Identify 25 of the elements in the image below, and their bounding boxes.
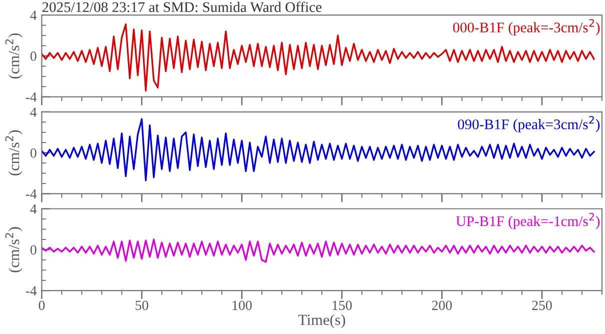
series-label: 090-B1F (peak=3cm/s$^{2}$): [458, 116, 600, 132]
series-label: 000-B1F (peak=-3cm/s$^{2}$): [453, 19, 600, 36]
y-axis-title: (cm/s$^{2}$): [5, 227, 22, 272]
y-tick-label: 0: [30, 245, 36, 255]
y-axis-title: (cm/s$^{2}$): [5, 130, 22, 176]
x-tick-label: 150: [332, 300, 352, 310]
line-series: [42, 238, 595, 263]
x-tick-label: 0: [38, 300, 45, 310]
x-axis-title: Time(s): [298, 314, 346, 328]
x-tick-label: 250: [532, 300, 552, 310]
y-tick-label: -4: [26, 286, 37, 296]
chart-title: 2025/12/08 23:17 at SMD: Sumida Ward Office: [42, 2, 322, 12]
y-tick-label: 4: [30, 108, 37, 117]
x-tick-label: 50: [136, 300, 148, 310]
y-axis-title: (cm/s$^{2}$): [5, 33, 22, 78]
y-tick-label: -4: [26, 92, 37, 102]
series-label: UP-B1F (peak=-1cm/s$^{2}$): [456, 212, 600, 230]
y-tick-label: 4: [30, 204, 37, 214]
y-tick-label: 4: [30, 10, 37, 20]
line-series: [42, 118, 595, 182]
x-tick-label: 200: [432, 300, 452, 310]
y-tick-label: -4: [26, 189, 37, 199]
y-tick-label: 0: [30, 148, 36, 158]
y-tick-label: 0: [30, 52, 36, 61]
x-tick-label: 100: [232, 300, 252, 310]
